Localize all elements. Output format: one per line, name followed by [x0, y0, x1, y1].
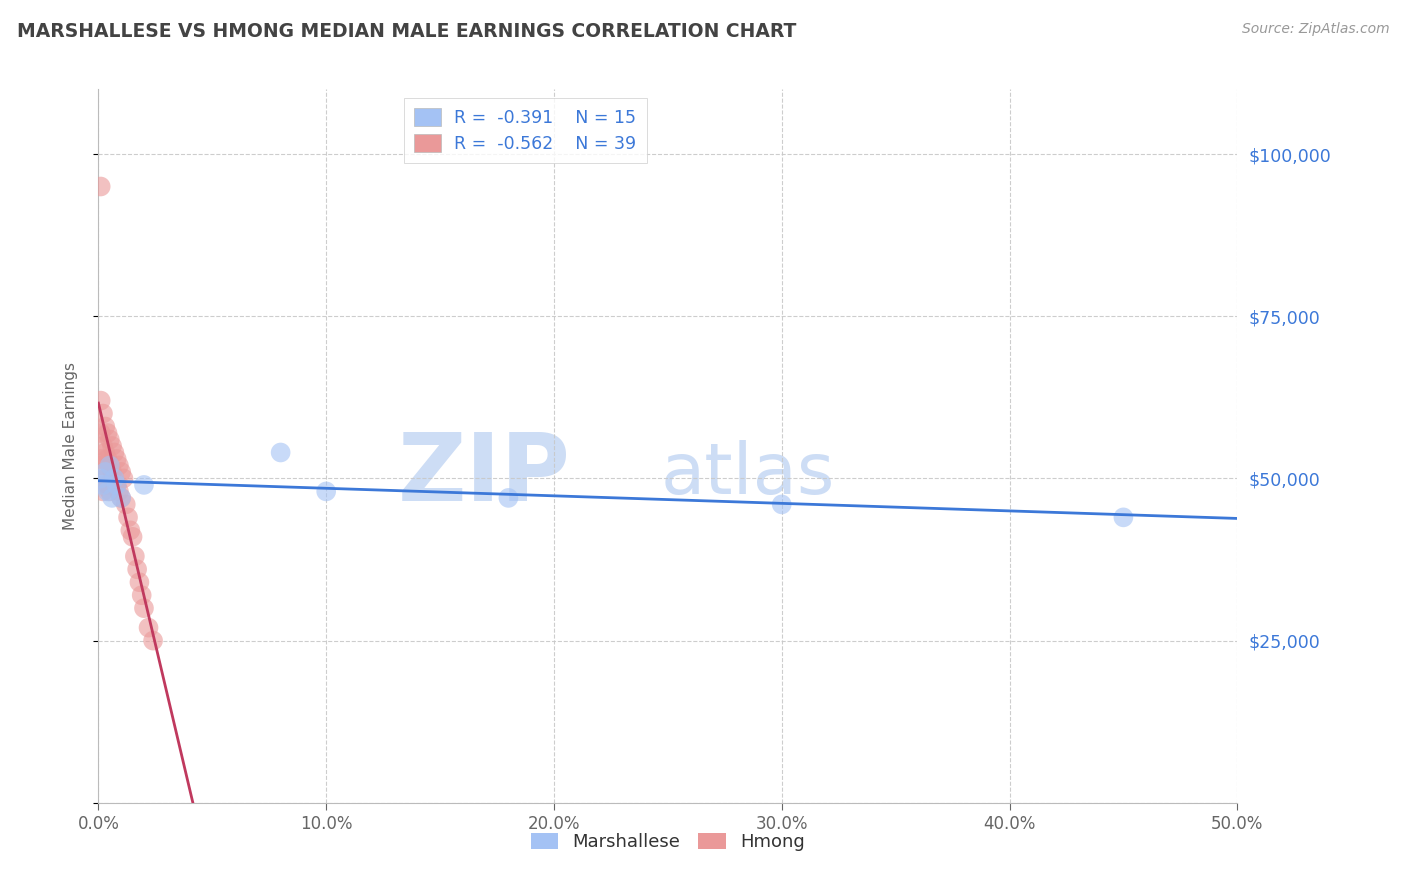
- Point: [96, 484, 118, 499]
- Point: [112, 471, 135, 485]
- Point: [103, 471, 125, 485]
- Point: [94, 471, 117, 485]
- Text: MARSHALLESE VS HMONG MEDIAN MALE EARNINGS CORRELATION CHART: MARSHALLESE VS HMONG MEDIAN MALE EARNING…: [17, 22, 796, 41]
- Point: [96, 452, 118, 467]
- Point: [94, 465, 117, 479]
- Point: [90, 471, 112, 485]
- Point: [91, 478, 114, 492]
- Point: [110, 491, 132, 505]
- Point: [110, 465, 132, 479]
- Point: [132, 601, 155, 615]
- Point: [770, 497, 793, 511]
- Point: [90, 393, 112, 408]
- Point: [96, 425, 118, 440]
- Text: atlas: atlas: [661, 440, 835, 509]
- Point: [91, 458, 114, 473]
- Point: [108, 458, 131, 473]
- Point: [1112, 510, 1135, 524]
- Point: [131, 588, 153, 602]
- Point: [114, 497, 136, 511]
- Point: [96, 478, 118, 492]
- Point: [105, 478, 128, 492]
- Point: [94, 419, 117, 434]
- Point: [101, 491, 124, 505]
- Point: [103, 471, 125, 485]
- Point: [98, 458, 121, 473]
- Point: [120, 524, 142, 538]
- Text: ZIP: ZIP: [398, 428, 571, 521]
- Point: [98, 484, 121, 499]
- Point: [103, 445, 125, 459]
- Point: [270, 445, 292, 459]
- Point: [90, 179, 112, 194]
- Point: [90, 452, 112, 467]
- Point: [108, 484, 131, 499]
- Point: [91, 484, 114, 499]
- Point: [98, 433, 121, 447]
- Point: [101, 465, 124, 479]
- Y-axis label: Median Male Earnings: Median Male Earnings: [63, 362, 77, 530]
- Point: [138, 621, 160, 635]
- Point: [101, 439, 124, 453]
- Point: [105, 452, 128, 467]
- Text: Source: ZipAtlas.com: Source: ZipAtlas.com: [1241, 22, 1389, 37]
- Point: [90, 425, 112, 440]
- Point: [98, 458, 121, 473]
- Point: [94, 445, 117, 459]
- Point: [121, 530, 143, 544]
- Point: [105, 478, 128, 492]
- Point: [128, 575, 150, 590]
- Point: [127, 562, 149, 576]
- Point: [142, 633, 165, 648]
- Point: [91, 407, 114, 421]
- Legend: Marshallese, Hmong: Marshallese, Hmong: [524, 825, 811, 858]
- Point: [110, 491, 132, 505]
- Point: [91, 439, 114, 453]
- Point: [498, 491, 520, 505]
- Point: [117, 510, 139, 524]
- Point: [315, 484, 337, 499]
- Point: [124, 549, 146, 564]
- Point: [132, 478, 155, 492]
